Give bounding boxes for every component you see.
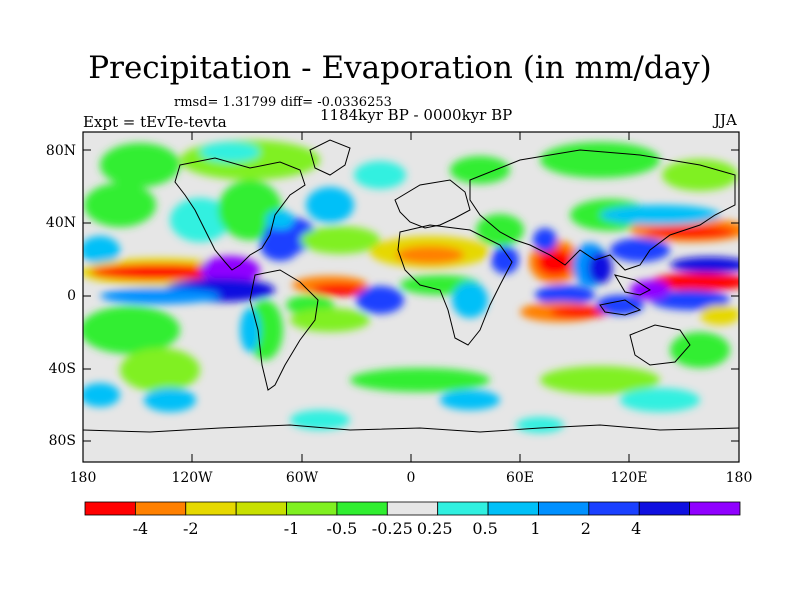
colorbar-label: -1 — [283, 519, 300, 538]
colorbar-swatch — [286, 501, 338, 516]
lat-label-0: 0 — [67, 288, 76, 304]
colorbar-swatch — [235, 501, 287, 516]
colorbar-swatch — [588, 501, 640, 516]
axis-ticks — [83, 132, 739, 462]
colorbar — [84, 501, 741, 516]
colorbar-swatch — [638, 501, 691, 516]
field-patches — [83, 140, 739, 433]
colorbar-swatch — [185, 501, 237, 516]
lon-label-180e: 180 — [725, 470, 753, 486]
coastlines — [83, 139, 739, 433]
colorbar-swatch — [689, 501, 741, 516]
colorbar-label: 0.25 — [416, 519, 453, 538]
colorbar-swatch — [437, 501, 489, 516]
colorbar-label: 0.5 — [472, 519, 498, 538]
colorbar-label: -4 — [132, 519, 149, 538]
lon-label-120e: 120E — [610, 470, 648, 486]
colorbar-swatch — [84, 501, 136, 516]
colorbar-swatch — [336, 501, 388, 516]
colorbar-label: -0.25 — [371, 519, 413, 538]
colorbar-label: 4 — [631, 519, 642, 538]
colorbar-label: 2 — [580, 519, 591, 538]
lat-label-40s: 40S — [48, 361, 76, 377]
lon-label-60w: 60W — [285, 470, 319, 486]
stats-text: rmsd= 1.31799 diff= -0.0336253 — [174, 95, 392, 110]
lat-label-80s: 80S — [48, 433, 76, 449]
experiment-label: Expt = tEvTe-tevta — [83, 113, 227, 131]
chart-title: Precipitation - Evaporation (in mm/day) — [88, 50, 712, 86]
colorbar-swatch — [487, 501, 539, 516]
colorbar-label: 1 — [530, 519, 541, 538]
colorbar-swatch — [538, 501, 590, 516]
colorbar-label: -2 — [182, 519, 199, 538]
season-label: JJA — [714, 111, 737, 129]
lon-label-60e: 60E — [505, 470, 535, 486]
colorbar-swatch — [386, 501, 439, 516]
lat-label-40n: 40N — [45, 215, 76, 231]
lon-label-120w: 120W — [171, 470, 213, 486]
lon-label-180w: 180 — [69, 470, 97, 486]
colorbar-label: -0.5 — [326, 519, 358, 538]
precip-field — [83, 132, 739, 462]
lat-label-80n: 80N — [45, 143, 76, 159]
period-text: 1184kyr BP - 0000kyr BP — [320, 106, 513, 124]
colorbar-swatch — [134, 501, 187, 516]
lon-label-0: 0 — [406, 470, 416, 486]
